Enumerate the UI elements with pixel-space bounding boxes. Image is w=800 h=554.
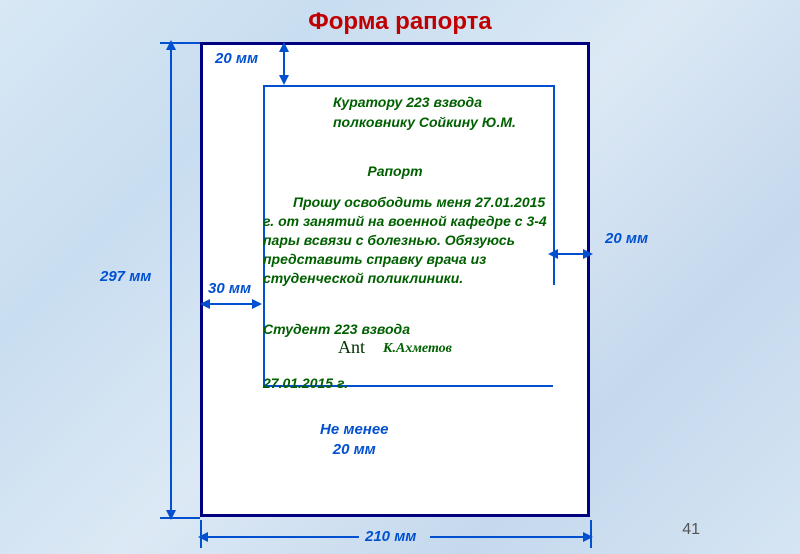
tick-width-left	[200, 520, 202, 548]
label-width: 210 мм	[365, 528, 416, 545]
arrow-width-left	[204, 536, 359, 538]
arrow-right-margin	[553, 253, 587, 255]
arrowhead-left-l	[200, 299, 210, 309]
addressee-line-1: Куратору 223 взвода	[333, 93, 563, 113]
arrowhead-top-down	[279, 75, 289, 85]
document-frame: Куратору 223 взвода полковнику Сойкину Ю…	[200, 42, 590, 517]
arrowhead-top-up	[279, 42, 289, 52]
label-bottom-margin: Не менее 20 мм	[320, 420, 389, 459]
addressee-block: Куратору 223 взвода полковнику Сойкину Ю…	[333, 93, 563, 132]
document-date: 27.01.2015 г.	[263, 375, 348, 391]
arrow-left-margin	[205, 303, 257, 305]
document-body: Прошу освободить меня 27.01.2015 г. от з…	[263, 193, 553, 287]
arrow-width-right	[430, 536, 588, 538]
signature-mark: Ant	[338, 337, 365, 358]
slide-number: 41	[682, 521, 700, 539]
document-content: Куратору 223 взвода полковнику Сойкину Ю…	[203, 45, 587, 514]
student-line: Студент 223 взвода	[263, 321, 410, 337]
arrowhead-right-r	[583, 249, 593, 259]
tick-height-top	[160, 42, 200, 44]
tick-height-bottom	[160, 517, 200, 519]
body-text-content: Прошу освободить меня 27.01.2015 г. от з…	[263, 194, 547, 286]
label-top-margin: 20 мм	[215, 50, 258, 67]
label-height: 297 мм	[100, 268, 151, 285]
arrowhead-left-r	[252, 299, 262, 309]
label-left-margin: 30 мм	[208, 280, 251, 297]
signature-name: К.Ахметов	[383, 341, 452, 357]
page-title: Форма рапорта	[0, 8, 800, 36]
addressee-line-2: полковнику Сойкину Ю.М.	[333, 113, 563, 133]
arrowhead-right-l	[548, 249, 558, 259]
document-heading: Рапорт	[203, 163, 587, 179]
label-right-margin: 20 мм	[605, 230, 648, 247]
arrow-height	[170, 44, 172, 516]
tick-width-right	[590, 520, 592, 548]
